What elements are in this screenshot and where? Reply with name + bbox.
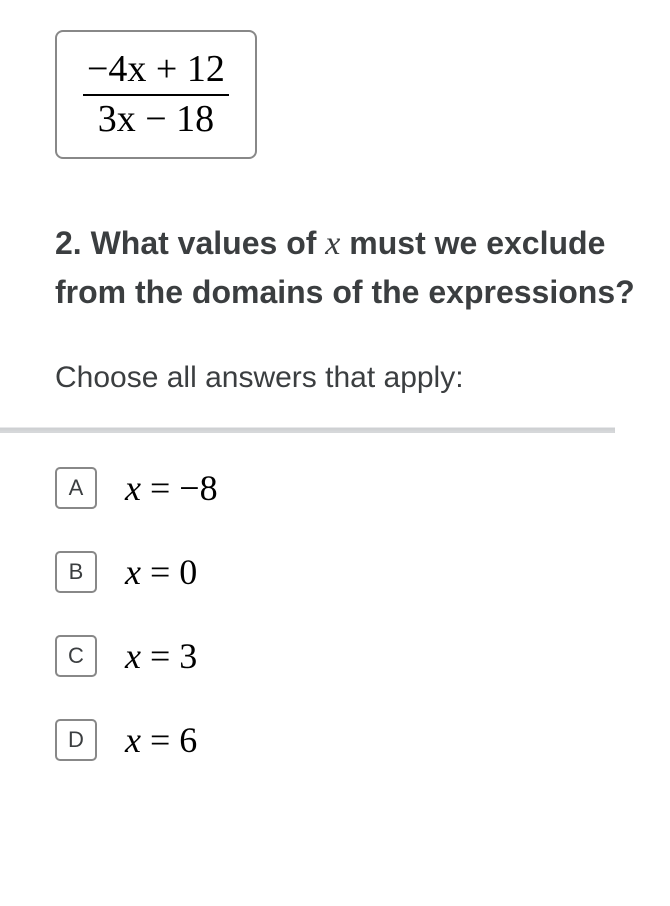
denominator: 3x − 18 — [83, 96, 229, 142]
option-c[interactable]: C x = 3 — [55, 635, 670, 677]
options-list: A x = −8 B x = 0 C x = 3 D — [55, 463, 670, 761]
divider — [0, 427, 615, 433]
option-letter: B — [69, 559, 84, 585]
option-letter: D — [68, 727, 84, 753]
option-b[interactable]: B x = 0 — [55, 551, 670, 593]
option-value: −8 — [179, 468, 217, 508]
question-before-var: What values of — [91, 225, 326, 261]
option-var: x — [125, 720, 141, 760]
option-value: 0 — [179, 552, 197, 592]
option-math: x = 3 — [125, 635, 197, 677]
options-container: A x = −8 B x = 0 C x = 3 D — [0, 463, 670, 761]
question-text: 2. What values of x must we exclude from… — [55, 219, 670, 315]
option-letter-box: B — [55, 551, 97, 593]
question-variable: x — [325, 225, 340, 262]
option-eq: = — [141, 468, 179, 508]
option-letter: A — [69, 475, 84, 501]
option-a[interactable]: A x = −8 — [55, 467, 670, 509]
option-math: x = 6 — [125, 719, 197, 761]
option-letter-box: A — [55, 467, 97, 509]
question-number: 2. — [55, 225, 82, 261]
expression-box: −4x + 12 3x − 18 — [55, 30, 257, 159]
fraction: −4x + 12 3x − 18 — [83, 48, 229, 141]
option-d[interactable]: D x = 6 — [55, 719, 670, 761]
option-var: x — [125, 636, 141, 676]
option-eq: = — [141, 720, 179, 760]
option-var: x — [125, 552, 141, 592]
option-var: x — [125, 468, 141, 508]
option-eq: = — [141, 636, 179, 676]
option-value: 3 — [179, 636, 197, 676]
question-content: −4x + 12 3x − 18 2. What values of x mus… — [0, 0, 670, 395]
option-value: 6 — [179, 720, 197, 760]
option-eq: = — [141, 552, 179, 592]
option-letter-box: D — [55, 719, 97, 761]
option-letter-box: C — [55, 635, 97, 677]
option-math: x = −8 — [125, 467, 218, 509]
instruction-text: Choose all answers that apply: — [55, 361, 670, 395]
option-math: x = 0 — [125, 551, 197, 593]
option-letter: C — [68, 643, 84, 669]
numerator: −4x + 12 — [83, 48, 229, 96]
